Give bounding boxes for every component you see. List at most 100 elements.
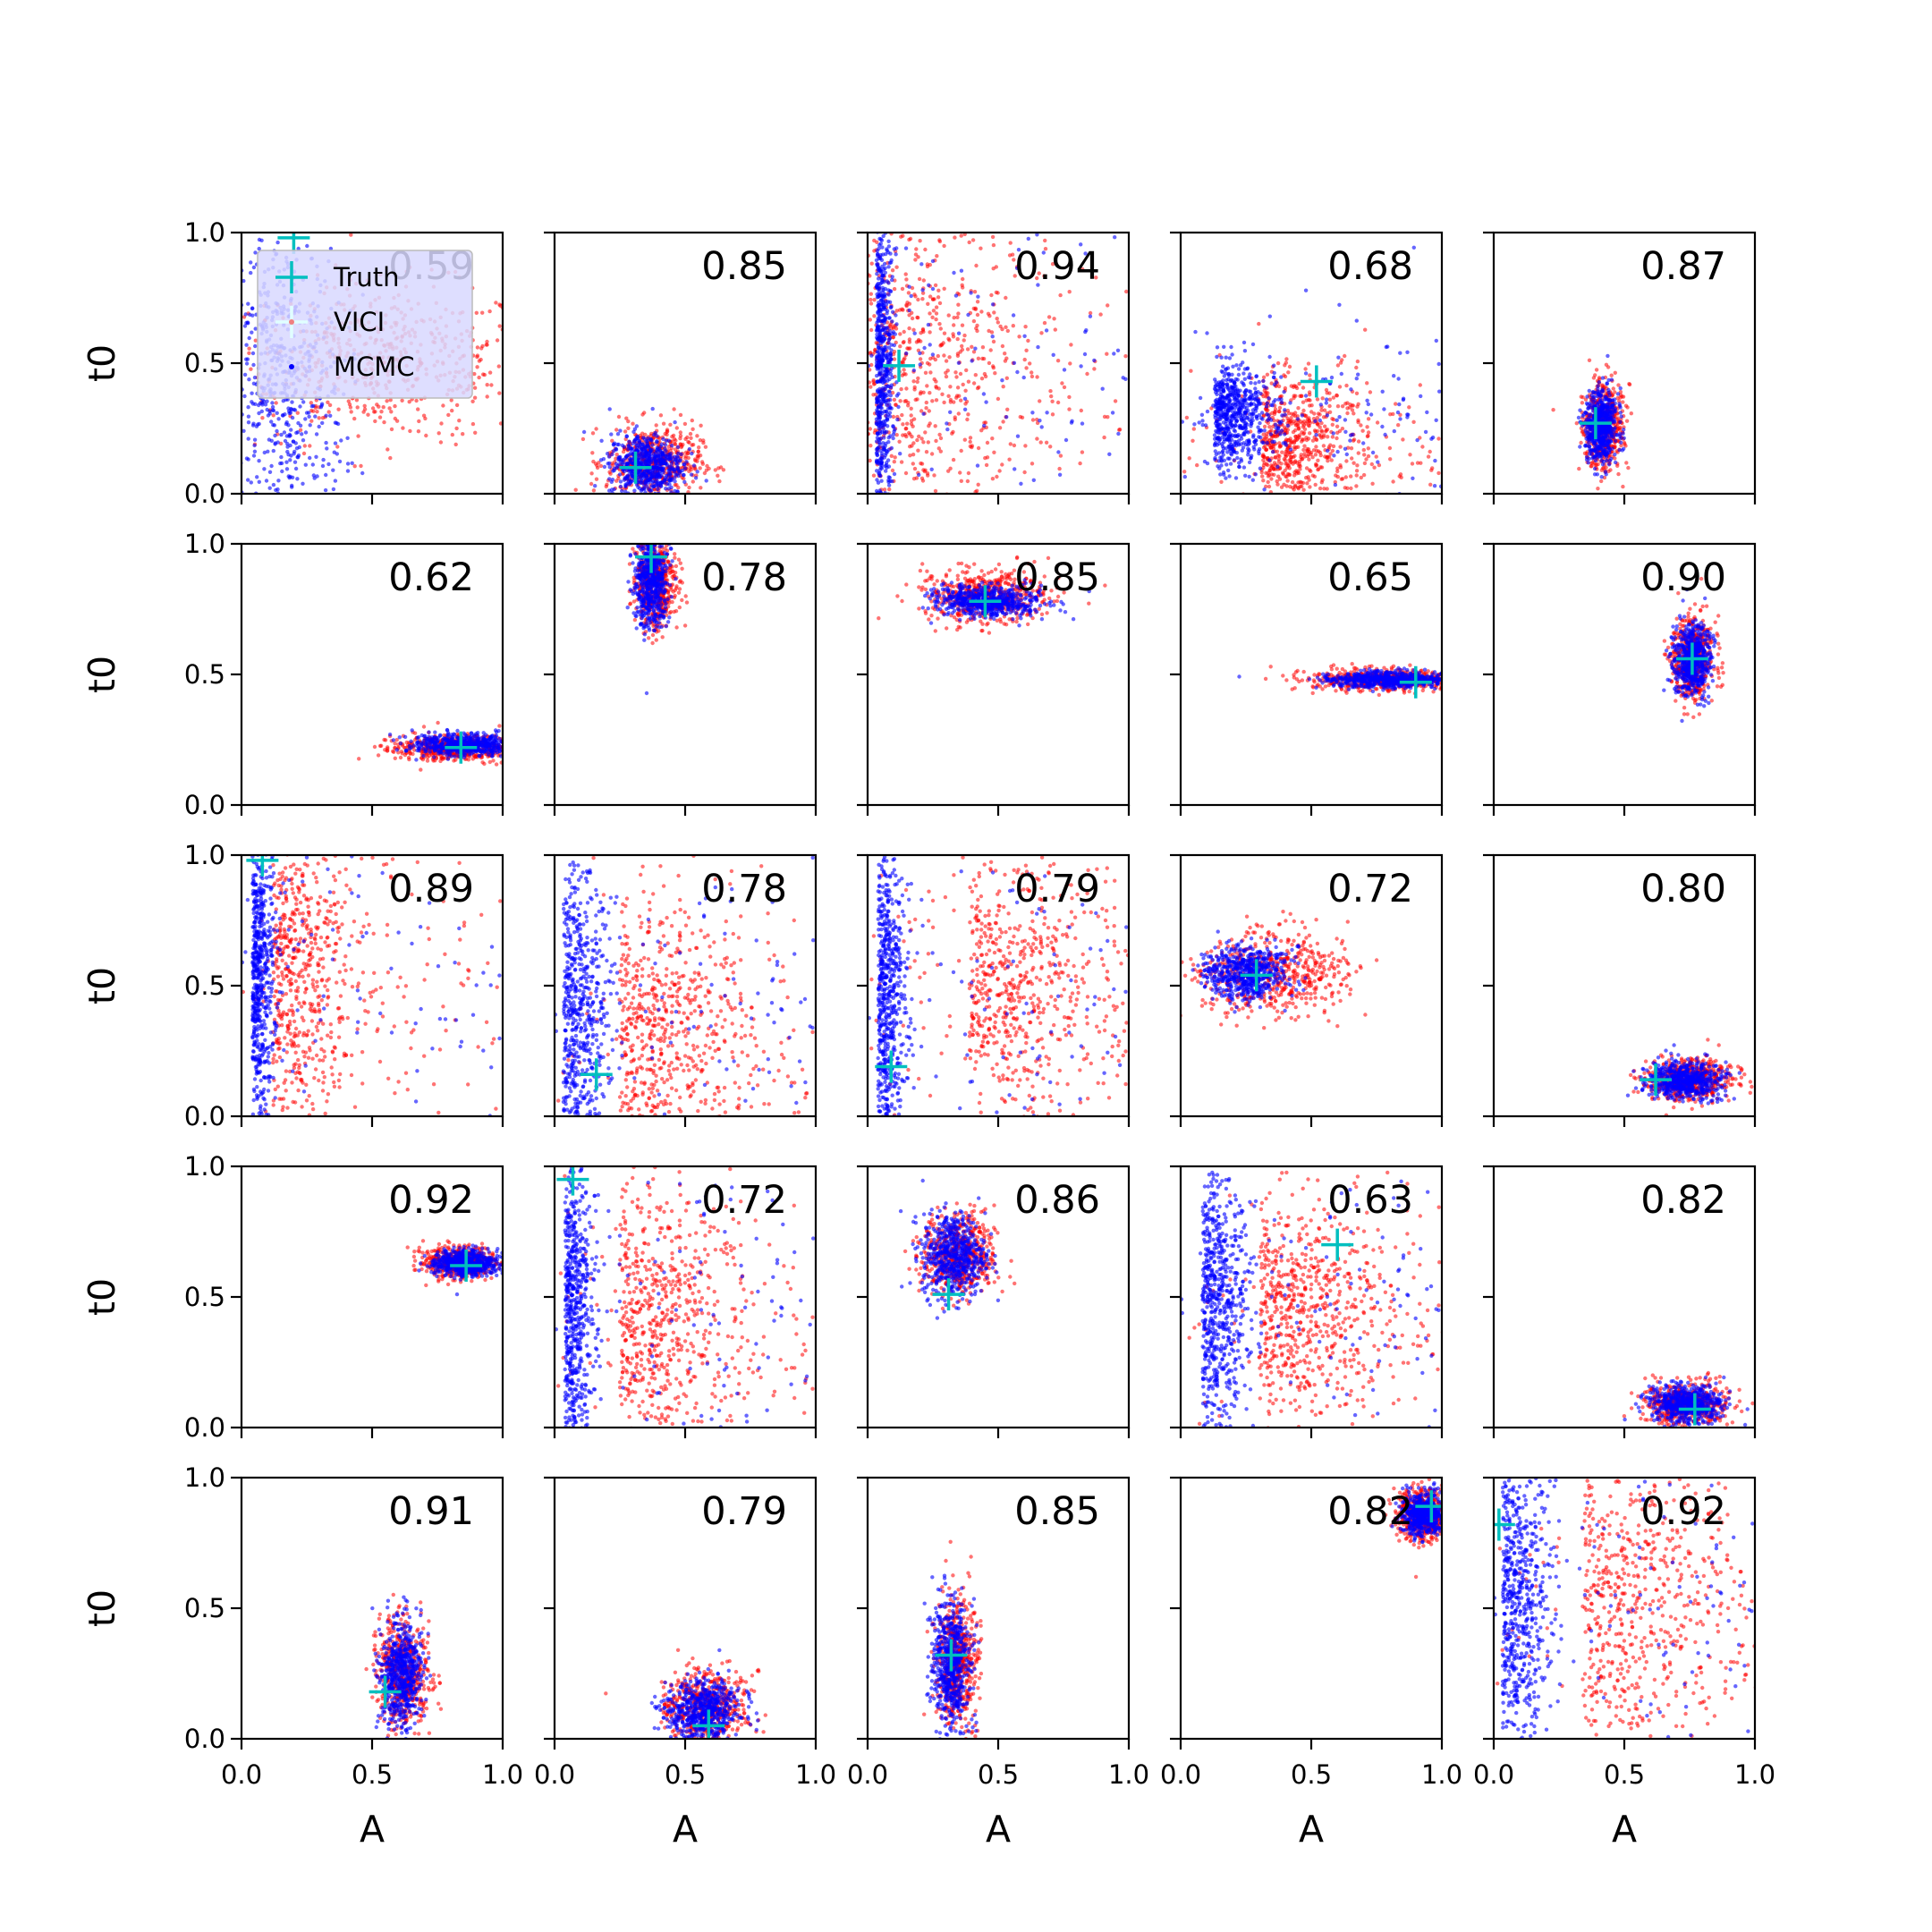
sample-point: [689, 436, 693, 440]
sample-point: [874, 439, 879, 444]
sample-point: [1287, 419, 1292, 425]
sample-point: [984, 496, 987, 500]
sample-point: [1310, 438, 1316, 443]
sample-point: [1221, 420, 1226, 425]
sample-point: [161, 375, 165, 378]
sample-point: [1012, 258, 1016, 262]
sample-point: [903, 272, 908, 276]
sample-point: [1329, 458, 1335, 462]
sample-point: [615, 463, 620, 469]
sample-point: [1229, 453, 1234, 457]
sample-point: [1063, 501, 1066, 504]
sample-point: [990, 436, 995, 441]
sample-point: [704, 468, 709, 472]
sample-point: [1019, 481, 1023, 486]
sample-point: [1005, 407, 1010, 411]
sample-point: [1058, 453, 1063, 458]
sample-point: [204, 406, 208, 410]
sample-point: [1012, 443, 1017, 448]
sample-point: [1010, 252, 1015, 257]
sample-point: [222, 382, 225, 386]
sample-point: [1318, 412, 1322, 417]
sample-point: [934, 398, 939, 402]
sample-point: [263, 513, 267, 517]
sample-point: [976, 294, 980, 299]
sample-point: [590, 431, 596, 436]
sample-point: [870, 227, 874, 231]
sample-point: [1301, 386, 1306, 390]
sample-point: [276, 479, 281, 483]
sample-point: [1261, 465, 1266, 470]
sample-point: [887, 414, 893, 419]
sample-point: [1052, 317, 1056, 321]
sample-point: [1219, 455, 1224, 460]
sample-point: [886, 244, 892, 249]
sample-point: [626, 446, 631, 452]
sample-point: [288, 458, 292, 462]
sample-point: [252, 443, 257, 448]
sample-point: [454, 402, 460, 408]
sample-point: [1436, 361, 1441, 367]
sample-point: [1218, 472, 1223, 477]
sample-point: [506, 329, 510, 333]
sample-point: [1241, 371, 1246, 376]
sample-point: [1102, 435, 1106, 440]
sample-point: [1289, 416, 1293, 420]
sample-point: [1269, 477, 1274, 481]
sample-point: [877, 527, 880, 530]
sample-point: [235, 402, 239, 406]
sample-point: [878, 215, 882, 218]
sample-point: [947, 505, 951, 509]
sample-point: [233, 335, 236, 339]
sample-point: [292, 452, 296, 456]
sample-point: [1301, 419, 1307, 424]
sample-point: [1272, 363, 1276, 368]
sample-point: [997, 469, 1002, 473]
sample-point: [877, 437, 882, 443]
sample-point: [1368, 412, 1374, 417]
sample-point: [1374, 521, 1377, 525]
sample-point: [258, 401, 263, 405]
sample-point: [647, 497, 650, 501]
scatter-points: [1181, 245, 1442, 525]
sample-point: [892, 247, 896, 251]
sample-point: [908, 432, 912, 436]
sample-point: [894, 265, 899, 269]
sample-point: [1292, 453, 1297, 458]
sample-point: [881, 496, 885, 500]
sample-point: [573, 487, 578, 492]
sample-point: [614, 428, 619, 432]
sample-point: [662, 478, 667, 483]
sample-point: [284, 421, 289, 427]
sample-point: [902, 368, 906, 372]
sample-point: [233, 356, 237, 360]
sample-point: [882, 504, 886, 507]
sample-point: [941, 341, 945, 345]
sample-point: [624, 454, 629, 459]
sample-point: [874, 284, 879, 290]
sample-point: [682, 479, 687, 484]
sample-point: [289, 453, 293, 458]
sample-point: [970, 344, 974, 349]
sample-point: [667, 479, 672, 483]
sample-point: [887, 402, 892, 407]
sample-point: [607, 477, 612, 481]
sample-point: [475, 365, 479, 369]
sample-point: [991, 506, 995, 510]
score-label: 0.94: [1014, 244, 1100, 289]
sample-point: [1031, 187, 1035, 191]
sample-point: [1012, 360, 1017, 365]
sample-point: [549, 384, 553, 387]
sample-point: [691, 500, 695, 504]
scatter-points: [573, 406, 726, 504]
sample-point: [472, 371, 477, 377]
sample-point: [1338, 463, 1343, 468]
sample-point: [308, 455, 312, 461]
sample-point: [880, 496, 884, 499]
sample-point: [1004, 295, 1008, 301]
sample-point: [654, 496, 657, 499]
sample-point: [1281, 470, 1285, 475]
sample-point: [902, 340, 906, 344]
sample-point: [961, 382, 965, 387]
sample-point: [915, 379, 919, 385]
